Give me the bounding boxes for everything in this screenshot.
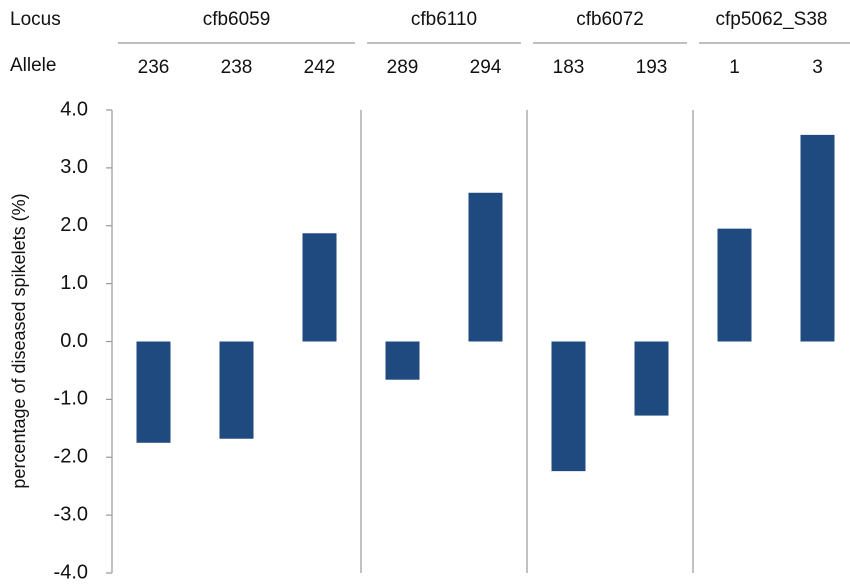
locus-label: cfp5062_S38	[716, 9, 828, 30]
bar	[302, 233, 337, 342]
y-tick-label: 4.0	[60, 98, 88, 120]
y-tick-label: 0.0	[60, 330, 88, 352]
bar	[468, 192, 503, 342]
y-tick-label: -3.0	[54, 503, 88, 525]
x-tick-label: 183	[553, 57, 585, 78]
x-tick-label: 1	[729, 57, 740, 78]
bar	[634, 341, 669, 416]
row-label: Allele	[10, 55, 56, 76]
x-tick-label: 236	[138, 57, 170, 78]
bar	[717, 228, 752, 342]
x-tick-label: 294	[470, 57, 502, 78]
y-tick-label: -4.0	[54, 561, 88, 583]
bar	[385, 341, 420, 380]
x-tick-label: 238	[221, 57, 253, 78]
locus-label: cfb6059	[203, 9, 271, 30]
y-tick-label: -2.0	[54, 446, 88, 468]
row-label: Locus	[10, 9, 61, 30]
bar	[219, 341, 254, 439]
y-tick-label: -1.0	[54, 388, 88, 410]
x-tick-label: 193	[636, 57, 668, 78]
y-tick-label: 2.0	[60, 214, 88, 236]
locus-label: cfb6110	[411, 9, 477, 30]
bar	[136, 341, 171, 443]
x-tick-label: 3	[812, 57, 823, 78]
x-tick-label: 289	[387, 57, 419, 78]
y-tick-label: 1.0	[60, 272, 88, 294]
y-tick-label: 3.0	[60, 156, 88, 178]
locus-label: cfb6072	[576, 9, 644, 30]
bar	[551, 341, 586, 472]
x-tick-label: 242	[304, 57, 336, 78]
y-axis-label: percentage of diseased spikelets (%)	[9, 193, 29, 488]
bar	[800, 134, 835, 342]
